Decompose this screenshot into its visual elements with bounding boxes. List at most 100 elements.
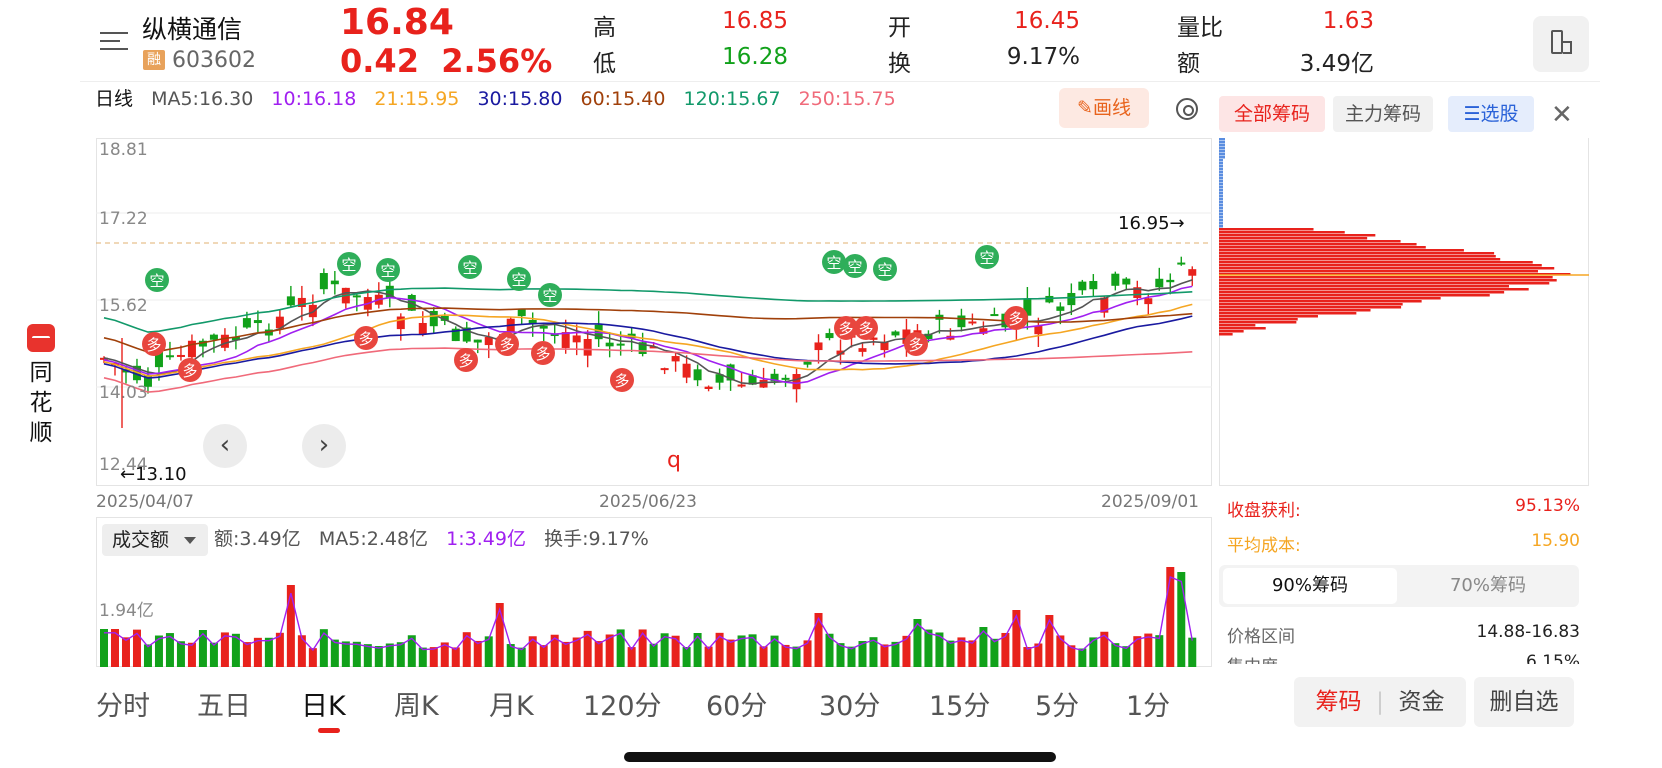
kline-chart[interactable] xyxy=(96,138,1212,486)
long-signal-icon xyxy=(834,316,858,340)
price-change: 0.42 2.56% xyxy=(340,42,552,80)
volume-bar xyxy=(836,643,845,667)
volume-bar xyxy=(924,629,933,667)
candle-body xyxy=(891,331,900,336)
tab-main-chips[interactable]: 主力筹码 xyxy=(1333,96,1433,132)
candle-body xyxy=(165,355,174,358)
tab-intraday[interactable]: 分时 xyxy=(96,691,150,722)
volume-bar xyxy=(308,648,317,667)
chip-bar xyxy=(1219,147,1225,150)
volume-bar xyxy=(946,640,955,667)
chip-bar xyxy=(1219,174,1223,177)
tab-60min[interactable]: 60分 xyxy=(706,691,768,722)
volume-bar xyxy=(330,639,339,667)
candle-body xyxy=(737,384,746,387)
price-range-value: 14.88-16.83 xyxy=(1476,622,1580,642)
volume-bar xyxy=(143,644,152,667)
candle-body xyxy=(1133,287,1142,298)
volume-bar xyxy=(429,647,438,667)
volume-bar xyxy=(209,642,218,667)
screen-switch-button[interactable] xyxy=(1533,16,1589,72)
volume-bar xyxy=(462,632,471,667)
long-signal-text: 多 xyxy=(908,336,923,354)
tab-5min[interactable]: 5分 xyxy=(1035,691,1080,722)
chip-bar xyxy=(1219,270,1538,273)
tab-daily-k[interactable]: 日K xyxy=(301,691,346,722)
short-signal-text: 空 xyxy=(847,258,862,276)
chips-button[interactable]: 筹码 xyxy=(1315,689,1362,715)
short-signal-text: 空 xyxy=(979,249,994,267)
candle-body xyxy=(704,386,713,389)
volume-bar xyxy=(902,635,911,667)
volume-svg xyxy=(100,567,1197,667)
volume-bar xyxy=(275,632,284,667)
chip-bar xyxy=(1219,177,1223,180)
candle-body xyxy=(154,351,163,368)
seg-90-chips[interactable]: 90%筹码 xyxy=(1223,568,1397,604)
close-icon[interactable]: ✕ xyxy=(1551,100,1573,130)
volume-bar xyxy=(1078,648,1087,667)
stock-name[interactable]: 纵横通信 xyxy=(142,15,243,44)
pencil-icon: ✎ xyxy=(1077,97,1093,119)
chip-bar xyxy=(1219,159,1223,162)
candle-body xyxy=(869,337,878,340)
high-price-mark: 16.95→ xyxy=(1118,213,1185,234)
volume-bar xyxy=(781,644,790,667)
volume-ratio-label: 量比 xyxy=(1177,15,1223,41)
ma5-value: MA5:16.30 xyxy=(151,88,254,110)
tab-30min[interactable]: 30分 xyxy=(819,691,881,722)
chip-bar xyxy=(1219,171,1223,174)
candle-body xyxy=(1067,292,1076,306)
chip-bar xyxy=(1219,156,1225,159)
chip-bar xyxy=(1219,258,1501,261)
volume-y-tick: 1.94亿 xyxy=(99,601,154,621)
candle-body xyxy=(649,346,658,349)
chip-bar xyxy=(1219,210,1223,213)
funds-button[interactable]: 资金 xyxy=(1398,689,1445,715)
chip-bar xyxy=(1219,225,1223,228)
volume-bar xyxy=(440,642,449,667)
candle-body xyxy=(968,321,977,324)
remove-watchlist-button[interactable]: 删自选 xyxy=(1474,677,1574,727)
settings-icon[interactable] xyxy=(1176,98,1198,120)
volume-bar xyxy=(682,647,691,667)
volume-ma5: MA5:2.48亿 xyxy=(318,528,429,550)
tab-stock-picker[interactable]: ☰选股 xyxy=(1448,96,1534,132)
draw-line-button[interactable]: ✎画线 xyxy=(1059,88,1149,128)
short-signal-icon xyxy=(376,258,400,282)
scroll-left-button[interactable]: ‹ xyxy=(203,424,247,468)
tab-120min[interactable]: 120分 xyxy=(583,691,662,722)
brand-name: 同花顺 xyxy=(29,360,53,446)
tab-1min[interactable]: 1分 xyxy=(1126,691,1171,722)
tab-all-chips[interactable]: 全部筹码 xyxy=(1219,96,1325,132)
volume-bar xyxy=(264,637,273,667)
volume-bar xyxy=(154,635,163,667)
period-label[interactable]: 日线 xyxy=(95,88,134,110)
tab-monthly-k[interactable]: 月K xyxy=(489,691,534,722)
chip-bar xyxy=(1219,312,1357,315)
candle-body xyxy=(605,342,614,347)
candle-body xyxy=(1045,295,1054,303)
scroll-right-button[interactable]: › xyxy=(302,424,346,468)
seg-70-chips[interactable]: 70%筹码 xyxy=(1449,575,1526,596)
menu-icon[interactable] xyxy=(100,30,128,52)
concentration-label: 集中度 xyxy=(1227,652,1278,664)
volume-ma-line xyxy=(104,576,1193,652)
tab-five-day[interactable]: 五日 xyxy=(197,691,251,722)
app-logo-icon[interactable] xyxy=(27,324,55,352)
volume-bar xyxy=(396,642,405,667)
volume-bar xyxy=(539,645,548,667)
volume-bar xyxy=(1067,645,1076,667)
chip-bar xyxy=(1219,294,1490,297)
date-mid: 2025/06/23 xyxy=(599,492,697,512)
volume-bar xyxy=(385,643,394,667)
tab-weekly-k[interactable]: 周K xyxy=(394,691,439,722)
volume-indicator-select[interactable]: 成交额 xyxy=(102,524,208,556)
volume-bar xyxy=(297,635,306,667)
short-signal-icon xyxy=(873,257,897,281)
chip-bar xyxy=(1219,303,1403,306)
volume-bar xyxy=(121,637,130,667)
volume-bar xyxy=(132,629,141,667)
long-signal-text: 多 xyxy=(458,352,473,370)
tab-15min[interactable]: 15分 xyxy=(929,691,991,722)
